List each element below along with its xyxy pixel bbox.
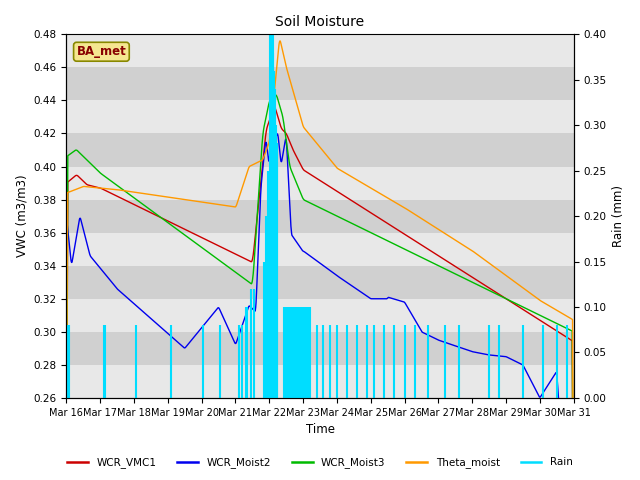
Bar bbox=[67, 67, 573, 100]
Bar bbox=[67, 200, 573, 233]
Bar bbox=[67, 365, 573, 398]
Y-axis label: VWC (m3/m3): VWC (m3/m3) bbox=[15, 175, 28, 257]
Bar bbox=[67, 100, 573, 133]
Bar bbox=[67, 332, 573, 365]
Legend: WCR_VMC1, WCR_Moist2, WCR_Moist3, Theta_moist, Rain: WCR_VMC1, WCR_Moist2, WCR_Moist3, Theta_… bbox=[63, 453, 577, 472]
Bar bbox=[67, 35, 573, 67]
Text: BA_met: BA_met bbox=[77, 45, 126, 58]
Bar bbox=[67, 133, 573, 167]
Bar bbox=[67, 167, 573, 200]
Bar bbox=[67, 266, 573, 299]
Bar bbox=[67, 299, 573, 332]
Bar bbox=[67, 233, 573, 266]
Y-axis label: Rain (mm): Rain (mm) bbox=[612, 185, 625, 247]
X-axis label: Time: Time bbox=[305, 423, 335, 436]
Title: Soil Moisture: Soil Moisture bbox=[275, 15, 365, 29]
